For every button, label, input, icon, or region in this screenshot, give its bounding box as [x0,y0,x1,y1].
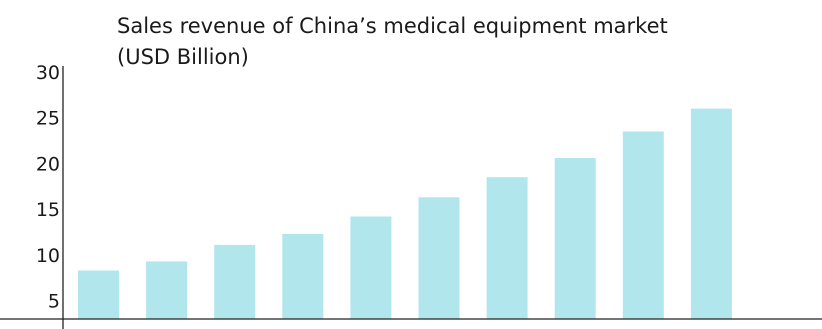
bars [78,108,732,319]
chart-subtitle: (USD Billion) [117,45,249,69]
bar-7 [486,177,528,319]
y-tick-label-15: 15 [36,199,60,221]
y-tick-label-20: 20 [36,154,60,176]
bar-10 [690,108,732,319]
chart-title: Sales revenue of China’s medical equipme… [117,14,668,38]
bar-8 [554,158,596,319]
bar-2 [146,261,188,319]
y-tick-label-10: 10 [36,245,60,267]
bar-6 [418,197,460,319]
bar-9 [622,131,664,319]
bar-1 [78,270,119,319]
y-tick-label-5: 5 [48,291,60,313]
bar-4 [282,233,324,319]
bar-3 [214,244,256,319]
y-tick-label-30: 30 [36,62,60,84]
y-axis-ticks: 5 10 15 20 25 30 [36,62,60,313]
bar-5 [350,216,392,319]
y-tick-label-25: 25 [36,108,60,130]
